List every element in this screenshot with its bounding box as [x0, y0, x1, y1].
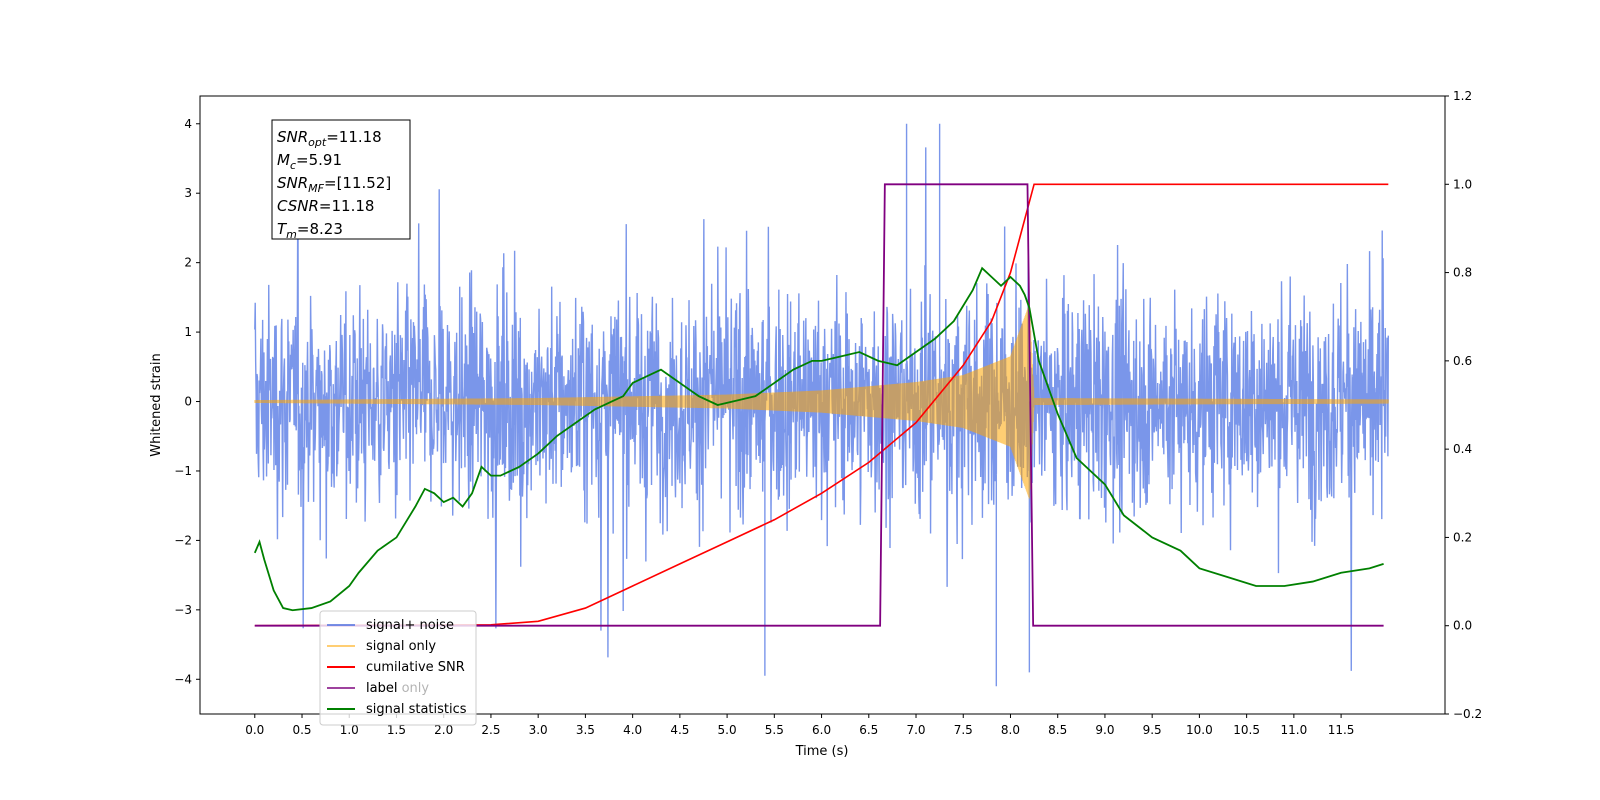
x-tick-label: 2.0: [434, 723, 453, 737]
stat-subscript: c: [290, 159, 296, 172]
series-signal-only: [254, 305, 1389, 499]
stat-line: Tm=8.23: [277, 220, 343, 241]
y-tick-label: −4: [174, 672, 192, 686]
y2-tick-label: 1.2: [1453, 89, 1472, 103]
x-tick-label: 8.0: [1001, 723, 1020, 737]
stat-name: T: [277, 220, 288, 238]
stat-value: =5.91: [296, 151, 342, 169]
stat-name: M: [277, 151, 290, 169]
y2-tick-label: 0.4: [1453, 442, 1472, 456]
y-tick-label: 4: [184, 117, 192, 131]
legend-label: signal statistics: [366, 702, 467, 717]
x-tick-label: 10.0: [1186, 723, 1213, 737]
y2-tick-label: 0.0: [1453, 619, 1472, 633]
x-tick-label: 6.5: [859, 723, 878, 737]
x-tick-label: 11.0: [1281, 723, 1308, 737]
x-tick-label: 5.5: [765, 723, 784, 737]
stat-line: SNRMF=[11.52]: [277, 174, 391, 195]
legend: signal+ noise signal only cumilative SNR la…: [319, 610, 477, 726]
x-tick-label: 7.0: [906, 723, 925, 737]
y-tick-label: 1: [184, 325, 192, 339]
x-tick-label: 6.0: [812, 723, 831, 737]
x-tick-label: 4.0: [623, 723, 642, 737]
x-tick-label: 4.5: [670, 723, 689, 737]
stat-name: CSNR: [277, 197, 319, 215]
x-tick-label: 3.0: [529, 723, 548, 737]
y2-tick-label: 1.0: [1453, 177, 1472, 191]
stat-subscript: m: [286, 228, 297, 241]
y2-tick-label: 0.2: [1453, 530, 1472, 544]
x-tick-label: 8.5: [1048, 723, 1067, 737]
stat-value: =11.18: [319, 197, 375, 215]
legend-label: signal+ noise: [366, 618, 454, 633]
stat-value: =[11.52]: [324, 174, 391, 192]
x-tick-label: 1.0: [340, 723, 359, 737]
y-axis-right: 1.2 1.0 0.8 0.6 0.4 0.2 0.0 −0.2: [1445, 89, 1482, 721]
stat-name: SNR: [277, 174, 308, 192]
x-tick-label: 0.0: [245, 723, 264, 737]
plot-frame: [199, 95, 1446, 715]
stat-subscript: MF: [308, 182, 324, 195]
legend-label: label only: [366, 681, 429, 696]
stat-line: SNRopt=11.18: [277, 128, 382, 149]
stats-box-frame: [271, 119, 411, 240]
x-tick-label: 11.5: [1328, 723, 1355, 737]
y-tick-label: −2: [174, 533, 192, 547]
x-tick-label: 7.5: [954, 723, 973, 737]
x-tick-label: 2.5: [481, 723, 500, 737]
x-tick-label: 0.5: [292, 723, 311, 737]
y2-tick-label: −0.2: [1453, 707, 1482, 721]
x-tick-label: 9.0: [1095, 723, 1114, 737]
y-axis-label: Whitened strain: [149, 353, 164, 456]
legend-frame: [319, 610, 477, 726]
series-signal-noise: [254, 123, 1390, 687]
y-tick-label: 2: [184, 256, 192, 270]
stat-value: =8.23: [297, 220, 343, 238]
x-tick-label: 9.5: [1143, 723, 1162, 737]
y2-tick-label: 0.6: [1453, 354, 1472, 368]
x-axis-label: Time (s): [795, 744, 849, 759]
legend-label: cumilative SNR: [366, 660, 465, 675]
series-cumulative-snr: [254, 183, 1389, 627]
series-label: [254, 183, 1384, 627]
stat-line: CSNR=11.18: [277, 197, 374, 215]
stats-box: SNRopt=11.18Mc=5.91SNRMF=[11.52]CSNR=11.…: [271, 119, 411, 241]
y-tick-label: −3: [174, 603, 192, 617]
stat-line: Mc=5.91: [277, 151, 342, 172]
y2-tick-label: 0.8: [1453, 266, 1472, 280]
legend-label: signal only: [366, 639, 436, 654]
stat-subscript: opt: [308, 136, 327, 149]
legend-label: label: [366, 681, 397, 696]
x-tick-label: 3.5: [576, 723, 595, 737]
x-tick-label: 10.5: [1233, 723, 1260, 737]
y-tick-label: 0: [184, 395, 192, 409]
x-tick-label: 5.0: [718, 723, 737, 737]
stat-name: SNR: [277, 128, 308, 146]
y-tick-label: −1: [174, 464, 192, 478]
stat-value: =11.18: [326, 128, 382, 146]
y-tick-label: 3: [184, 186, 192, 200]
x-axis: 0.0 0.5 1.0 1.5 2.0 2.5 3.0 3.5 4.0 4.5 5.0 5.5 6.0 6…: [245, 714, 1354, 737]
series-signal-statistics: [253, 266, 1384, 612]
x-tick-label: 1.5: [387, 723, 406, 737]
plot-area: [253, 123, 1390, 687]
y-axis-left: 4 3 2 1 0 −1 −2 −3 −4: [174, 117, 200, 686]
